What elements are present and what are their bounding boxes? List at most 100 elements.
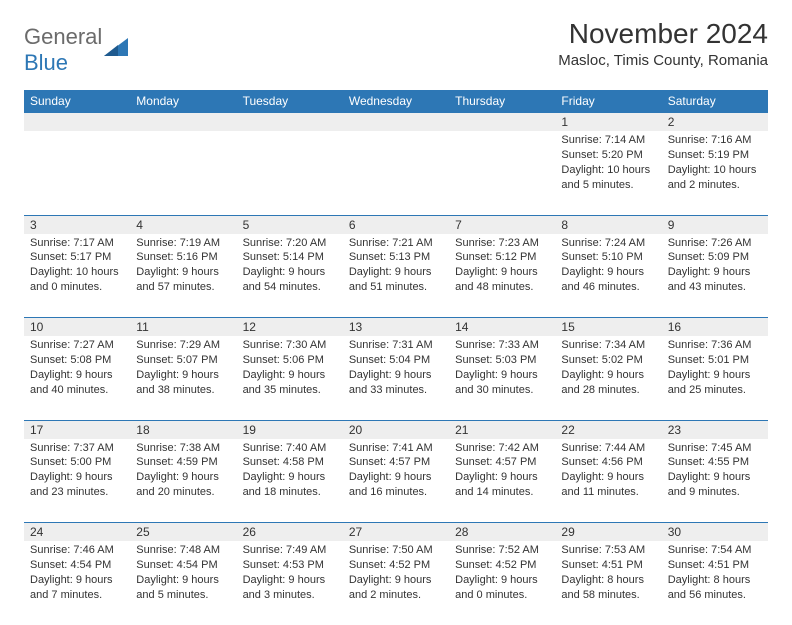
day-content-row: Sunrise: 7:14 AMSunset: 5:20 PMDaylight:… [24, 131, 768, 215]
header: General Blue November 2024 Masloc, Timis… [24, 18, 768, 76]
day-details: Sunrise: 7:27 AMSunset: 5:08 PMDaylight:… [24, 336, 130, 401]
day-details: Sunrise: 7:24 AMSunset: 5:10 PMDaylight:… [555, 234, 661, 299]
day-number: 6 [343, 216, 449, 234]
day-number: 18 [130, 421, 236, 439]
day-number: 21 [449, 421, 555, 439]
day-number-cell: 2 [662, 113, 768, 132]
day-number: 5 [237, 216, 343, 234]
day-content-row: Sunrise: 7:27 AMSunset: 5:08 PMDaylight:… [24, 336, 768, 420]
day-details: Sunrise: 7:38 AMSunset: 4:59 PMDaylight:… [130, 439, 236, 504]
day-number-cell: 25 [130, 523, 236, 542]
day-number-cell: 7 [449, 215, 555, 234]
day-number-cell: 18 [130, 420, 236, 439]
day-number-cell: 17 [24, 420, 130, 439]
day-number-cell: 4 [130, 215, 236, 234]
day-content-cell: Sunrise: 7:41 AMSunset: 4:57 PMDaylight:… [343, 439, 449, 523]
day-number-row: 24252627282930 [24, 523, 768, 542]
weekday-header: Saturday [662, 90, 768, 113]
day-number-cell: 11 [130, 318, 236, 337]
day-content-cell: Sunrise: 7:30 AMSunset: 5:06 PMDaylight:… [237, 336, 343, 420]
day-details: Sunrise: 7:53 AMSunset: 4:51 PMDaylight:… [555, 541, 661, 606]
day-content-cell: Sunrise: 7:48 AMSunset: 4:54 PMDaylight:… [130, 541, 236, 625]
day-content-cell: Sunrise: 7:46 AMSunset: 4:54 PMDaylight:… [24, 541, 130, 625]
weekday-header: Thursday [449, 90, 555, 113]
day-content-cell: Sunrise: 7:14 AMSunset: 5:20 PMDaylight:… [555, 131, 661, 215]
day-details: Sunrise: 7:30 AMSunset: 5:06 PMDaylight:… [237, 336, 343, 401]
day-details: Sunrise: 7:31 AMSunset: 5:04 PMDaylight:… [343, 336, 449, 401]
location: Masloc, Timis County, Romania [558, 52, 768, 69]
day-details: Sunrise: 7:34 AMSunset: 5:02 PMDaylight:… [555, 336, 661, 401]
day-number: 15 [555, 318, 661, 336]
day-content-row: Sunrise: 7:17 AMSunset: 5:17 PMDaylight:… [24, 234, 768, 318]
day-number: 8 [555, 216, 661, 234]
day-number: 7 [449, 216, 555, 234]
day-number-cell: 5 [237, 215, 343, 234]
weekday-header: Wednesday [343, 90, 449, 113]
day-content-cell: Sunrise: 7:24 AMSunset: 5:10 PMDaylight:… [555, 234, 661, 318]
day-number-cell: 3 [24, 215, 130, 234]
day-number: 9 [662, 216, 768, 234]
day-details: Sunrise: 7:26 AMSunset: 5:09 PMDaylight:… [662, 234, 768, 299]
day-number-cell: 27 [343, 523, 449, 542]
day-number-cell: 9 [662, 215, 768, 234]
day-number: 24 [24, 523, 130, 541]
day-details: Sunrise: 7:41 AMSunset: 4:57 PMDaylight:… [343, 439, 449, 504]
day-number-cell: 8 [555, 215, 661, 234]
day-number: 2 [662, 113, 768, 131]
day-number-cell: 1 [555, 113, 661, 132]
weekday-header: Tuesday [237, 90, 343, 113]
day-number: 17 [24, 421, 130, 439]
day-content-cell: Sunrise: 7:33 AMSunset: 5:03 PMDaylight:… [449, 336, 555, 420]
day-content-cell: Sunrise: 7:16 AMSunset: 5:19 PMDaylight:… [662, 131, 768, 215]
day-details: Sunrise: 7:46 AMSunset: 4:54 PMDaylight:… [24, 541, 130, 606]
day-number-cell [237, 113, 343, 132]
day-content-cell: Sunrise: 7:40 AMSunset: 4:58 PMDaylight:… [237, 439, 343, 523]
day-details: Sunrise: 7:21 AMSunset: 5:13 PMDaylight:… [343, 234, 449, 299]
day-number-cell: 24 [24, 523, 130, 542]
day-content-cell: Sunrise: 7:37 AMSunset: 5:00 PMDaylight:… [24, 439, 130, 523]
day-number: 27 [343, 523, 449, 541]
day-number: 28 [449, 523, 555, 541]
day-number: 1 [555, 113, 661, 131]
day-details: Sunrise: 7:23 AMSunset: 5:12 PMDaylight:… [449, 234, 555, 299]
day-content-cell [237, 131, 343, 215]
day-details: Sunrise: 7:44 AMSunset: 4:56 PMDaylight:… [555, 439, 661, 504]
day-number-cell [343, 113, 449, 132]
day-details: Sunrise: 7:37 AMSunset: 5:00 PMDaylight:… [24, 439, 130, 504]
day-content-cell: Sunrise: 7:34 AMSunset: 5:02 PMDaylight:… [555, 336, 661, 420]
day-details: Sunrise: 7:19 AMSunset: 5:16 PMDaylight:… [130, 234, 236, 299]
day-number: 13 [343, 318, 449, 336]
day-number: 30 [662, 523, 768, 541]
day-content-cell: Sunrise: 7:21 AMSunset: 5:13 PMDaylight:… [343, 234, 449, 318]
day-number-cell: 12 [237, 318, 343, 337]
day-number-cell: 6 [343, 215, 449, 234]
day-number: 16 [662, 318, 768, 336]
day-content-cell [24, 131, 130, 215]
logo: General Blue [24, 24, 132, 76]
day-number-cell: 28 [449, 523, 555, 542]
day-number-cell: 29 [555, 523, 661, 542]
day-content-cell [130, 131, 236, 215]
day-number-cell: 19 [237, 420, 343, 439]
day-content-cell: Sunrise: 7:19 AMSunset: 5:16 PMDaylight:… [130, 234, 236, 318]
day-content-cell: Sunrise: 7:54 AMSunset: 4:51 PMDaylight:… [662, 541, 768, 625]
day-details: Sunrise: 7:54 AMSunset: 4:51 PMDaylight:… [662, 541, 768, 606]
day-number-cell: 16 [662, 318, 768, 337]
day-content-cell: Sunrise: 7:31 AMSunset: 5:04 PMDaylight:… [343, 336, 449, 420]
day-number-cell [449, 113, 555, 132]
day-details: Sunrise: 7:52 AMSunset: 4:52 PMDaylight:… [449, 541, 555, 606]
day-details: Sunrise: 7:42 AMSunset: 4:57 PMDaylight:… [449, 439, 555, 504]
day-details: Sunrise: 7:20 AMSunset: 5:14 PMDaylight:… [237, 234, 343, 299]
day-content-cell: Sunrise: 7:36 AMSunset: 5:01 PMDaylight:… [662, 336, 768, 420]
day-details: Sunrise: 7:29 AMSunset: 5:07 PMDaylight:… [130, 336, 236, 401]
day-details: Sunrise: 7:50 AMSunset: 4:52 PMDaylight:… [343, 541, 449, 606]
logo-word2: Blue [24, 50, 68, 75]
day-details: Sunrise: 7:16 AMSunset: 5:19 PMDaylight:… [662, 131, 768, 196]
day-number-cell: 23 [662, 420, 768, 439]
day-content-cell: Sunrise: 7:20 AMSunset: 5:14 PMDaylight:… [237, 234, 343, 318]
day-content-cell [449, 131, 555, 215]
day-number: 4 [130, 216, 236, 234]
day-content-cell: Sunrise: 7:53 AMSunset: 4:51 PMDaylight:… [555, 541, 661, 625]
day-details: Sunrise: 7:48 AMSunset: 4:54 PMDaylight:… [130, 541, 236, 606]
day-content-cell: Sunrise: 7:44 AMSunset: 4:56 PMDaylight:… [555, 439, 661, 523]
